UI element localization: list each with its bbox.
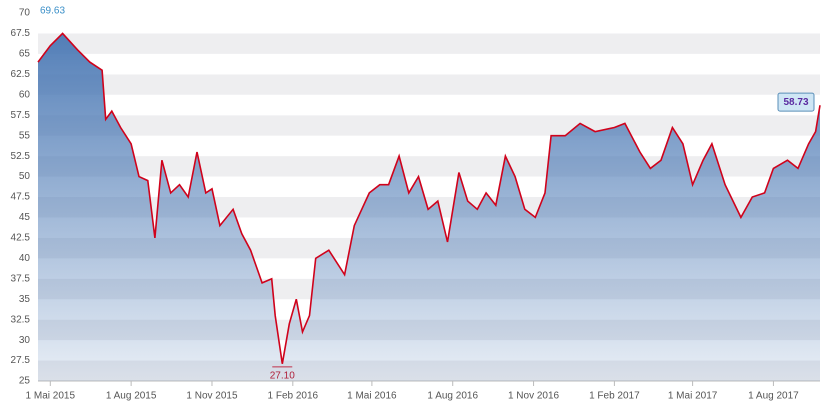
grid-band bbox=[38, 53, 820, 75]
y-tick-label: 47.5 bbox=[11, 192, 31, 203]
max-label: 69.63 bbox=[40, 6, 65, 17]
y-tick-label: 70 bbox=[19, 8, 31, 19]
y-tick-label: 62.5 bbox=[11, 69, 31, 80]
x-tick-label: 1 Feb 2016 bbox=[268, 391, 319, 402]
y-tick-label: 65 bbox=[19, 49, 31, 60]
x-tick-label: 1 Nov 2016 bbox=[508, 391, 560, 402]
x-tick-label: 1 Mai 2016 bbox=[347, 391, 397, 402]
y-tick-label: 40 bbox=[19, 253, 31, 264]
grid-band bbox=[38, 135, 820, 157]
last-label: 58.73 bbox=[783, 97, 808, 108]
x-tick-label: 1 Feb 2017 bbox=[589, 391, 640, 402]
min-label: 27.10 bbox=[270, 370, 295, 381]
y-tick-label: 45 bbox=[19, 212, 31, 223]
y-tick-label: 57.5 bbox=[11, 110, 31, 121]
x-tick-label: 1 Nov 2015 bbox=[186, 391, 238, 402]
grid-band bbox=[38, 94, 820, 116]
x-tick-label: 1 Aug 2016 bbox=[427, 391, 478, 402]
grid-band bbox=[38, 74, 820, 95]
y-tick-label: 32.5 bbox=[11, 314, 31, 325]
y-tick-label: 42.5 bbox=[11, 233, 31, 244]
grid-band bbox=[38, 115, 820, 136]
y-tick-label: 35 bbox=[19, 294, 31, 305]
x-tick-label: 1 Aug 2017 bbox=[748, 391, 799, 402]
y-tick-label: 27.5 bbox=[11, 355, 31, 366]
x-tick-label: 1 Mai 2017 bbox=[668, 391, 718, 402]
area bbox=[38, 33, 820, 382]
y-tick-label: 50 bbox=[19, 171, 31, 182]
y-tick-label: 25 bbox=[19, 376, 31, 387]
x-tick-label: 1 Aug 2015 bbox=[106, 391, 157, 402]
grid-band bbox=[38, 33, 820, 54]
y-tick-label: 67.5 bbox=[11, 28, 31, 39]
y-tick-label: 30 bbox=[19, 335, 31, 346]
y-tick-label: 52.5 bbox=[11, 151, 31, 162]
line bbox=[37, 32, 821, 364]
grid-band bbox=[38, 13, 820, 34]
y-tick-label: 55 bbox=[19, 130, 31, 141]
last-box bbox=[777, 92, 815, 112]
x-tick-label: 1 Mai 2015 bbox=[26, 391, 76, 402]
y-tick-label: 37.5 bbox=[11, 273, 31, 284]
y-tick-label: 60 bbox=[19, 89, 31, 100]
